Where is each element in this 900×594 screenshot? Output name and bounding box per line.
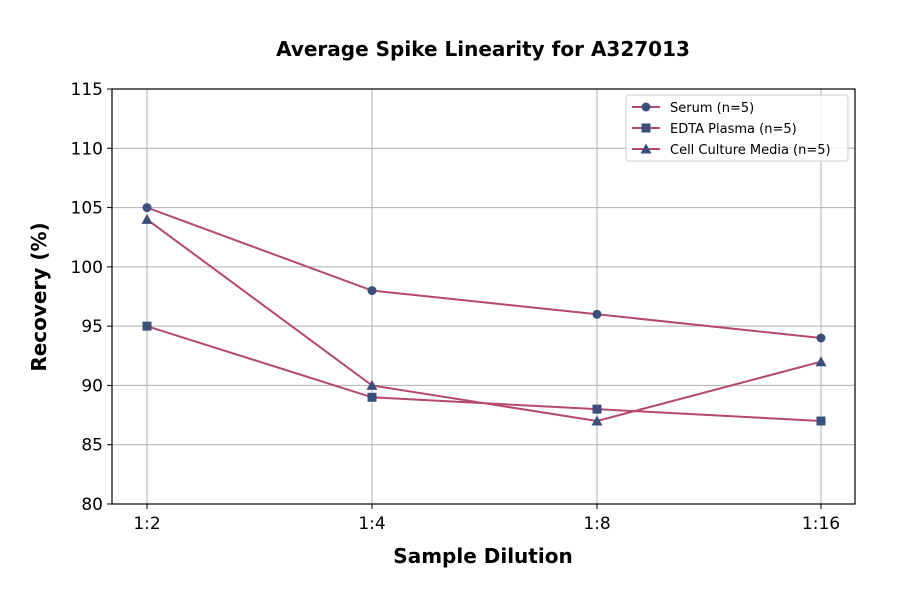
legend-marker-square xyxy=(641,123,651,133)
legend-label: Serum (n=5) xyxy=(670,101,754,116)
ticks: 80 85 90 95 100 105 110 115 1:2 1:4 1:8 1:16 xyxy=(71,80,841,534)
data-point xyxy=(592,404,602,414)
data-point xyxy=(141,213,153,224)
x-tick-label: 1:2 xyxy=(133,514,160,534)
y-tick-label: 110 xyxy=(71,139,103,159)
x-tick-label: 1:16 xyxy=(802,514,840,534)
x-tick-label: 1:4 xyxy=(358,514,385,534)
y-tick-label: 90 xyxy=(81,376,103,396)
legend-label: EDTA Plasma (n=5) xyxy=(670,122,797,137)
y-tick-label: 80 xyxy=(81,495,103,515)
data-point xyxy=(591,415,603,426)
y-tick-label: 95 xyxy=(81,317,103,337)
legend: Serum (n=5) EDTA Plasma (n=5) Cell Culture… xyxy=(625,94,849,162)
plot-frame xyxy=(111,88,856,505)
data-point xyxy=(366,379,378,390)
series-circle xyxy=(142,203,826,343)
series-line xyxy=(146,218,822,423)
chart-title: Average Spike Linearity for A327013 xyxy=(276,37,690,61)
data-point xyxy=(815,356,827,367)
legend-marker-circle xyxy=(641,102,651,112)
data-point xyxy=(816,416,826,426)
y-tick-label: 85 xyxy=(81,436,103,456)
series-group xyxy=(141,203,827,426)
data-point xyxy=(367,392,377,402)
data-point xyxy=(367,286,377,296)
data-point xyxy=(592,309,602,319)
legend-marker-triangle xyxy=(640,143,652,154)
y-axis-label: Recovery (%) xyxy=(27,222,51,371)
legend-label: Cell Culture Media (n=5) xyxy=(670,143,831,158)
x-axis-label: Sample Dilution xyxy=(393,544,572,568)
series-line xyxy=(146,325,822,422)
data-point xyxy=(142,203,152,213)
legend-box xyxy=(625,94,849,162)
series-square xyxy=(142,321,826,426)
series-line xyxy=(146,206,822,339)
y-tick-label: 115 xyxy=(71,80,103,100)
y-tick-label: 105 xyxy=(71,199,103,219)
series-triangle xyxy=(141,213,827,426)
y-tick-label: 100 xyxy=(71,258,103,278)
data-point xyxy=(142,321,152,331)
data-point xyxy=(816,333,826,343)
x-tick-label: 1:8 xyxy=(583,514,610,534)
